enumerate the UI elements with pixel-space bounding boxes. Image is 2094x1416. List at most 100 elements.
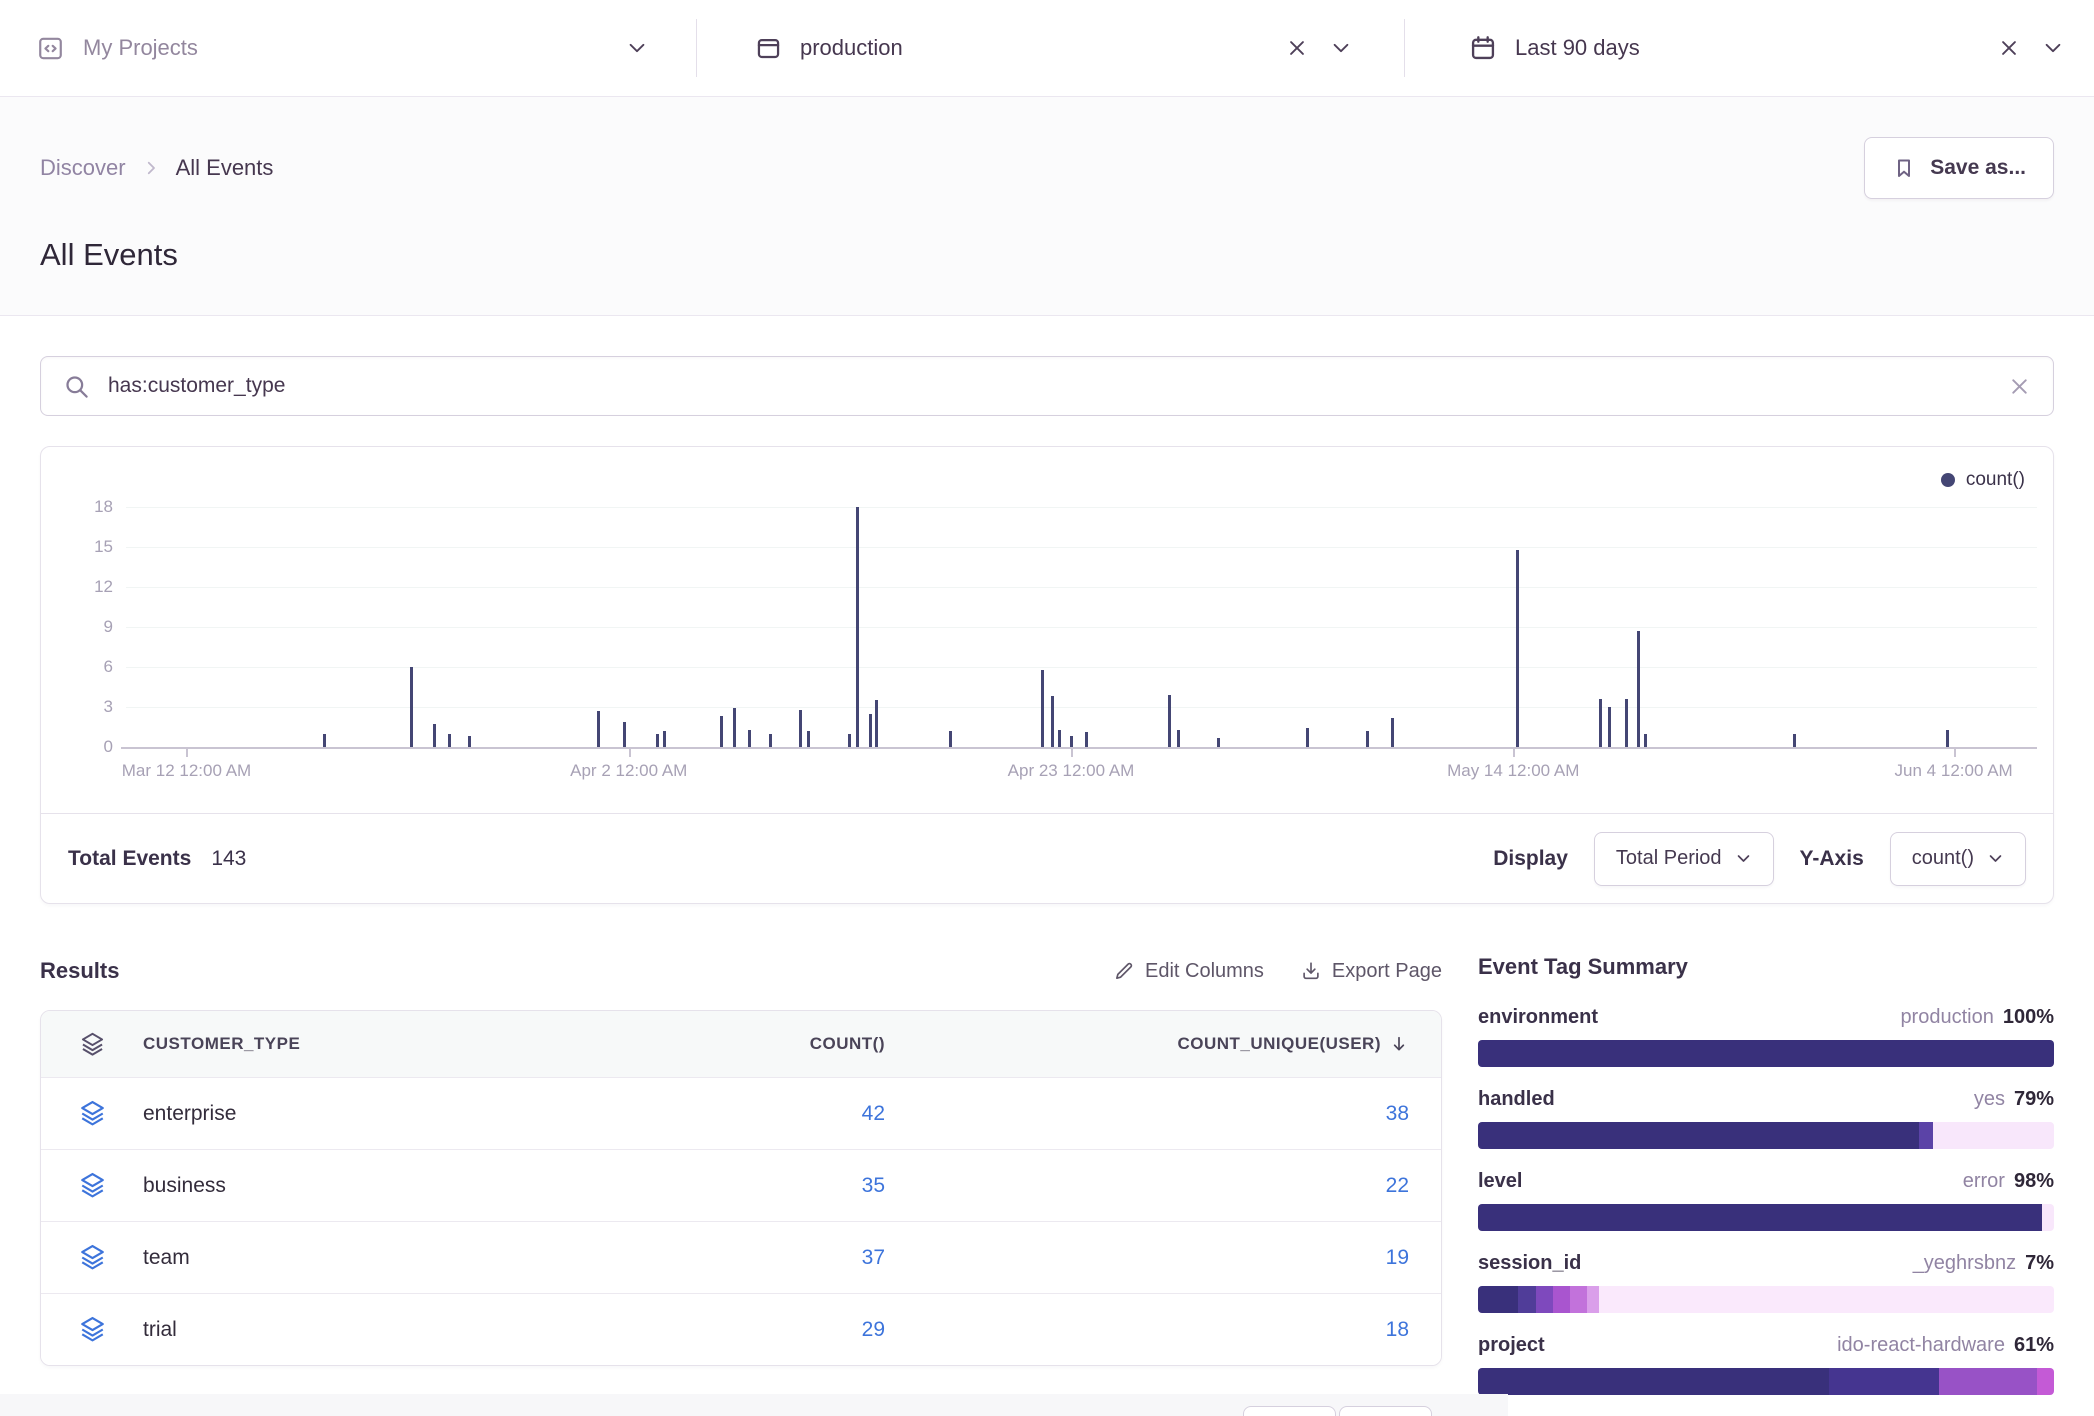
- tag-distribution-bar[interactable]: [1478, 1040, 2054, 1067]
- x-axis-tick: [1954, 749, 1956, 757]
- y-axis-tick-label: 12: [41, 577, 113, 597]
- chart-panel: count() 0369121518Mar 12 12:00 AMApr 2 1…: [40, 446, 2054, 904]
- tag-bar-segment: [1478, 1286, 1518, 1313]
- display-dropdown[interactable]: Total Period: [1594, 832, 1774, 886]
- y-axis-dropdown[interactable]: count(): [1890, 832, 2026, 886]
- chevron-down-icon[interactable]: [2042, 37, 2064, 59]
- edit-columns-button[interactable]: Edit Columns: [1113, 960, 1264, 983]
- tag-summary-item: levelerror98%: [1478, 1170, 2054, 1231]
- event-count-bar: [799, 710, 802, 747]
- event-count-bar: [875, 700, 878, 747]
- tag-distribution-bar[interactable]: [1478, 1204, 2054, 1231]
- row-customer-type: enterprise: [143, 1102, 683, 1126]
- save-as-button[interactable]: Save as...: [1864, 137, 2054, 199]
- tag-bar-segment: [1478, 1122, 1919, 1149]
- chevron-down-icon[interactable]: [626, 37, 648, 59]
- project-selector[interactable]: My Projects: [0, 0, 696, 96]
- date-range-filter[interactable]: Last 90 days: [1405, 0, 2094, 96]
- x-axis-tick-label: May 14 12:00 AM: [1447, 761, 1579, 781]
- environment-filter[interactable]: production: [697, 0, 1404, 96]
- tag-bar-segment: [1587, 1286, 1599, 1313]
- tag-top-value: yes79%: [1974, 1088, 2054, 1111]
- tag-distribution-bar[interactable]: [1478, 1286, 2054, 1313]
- chevron-down-icon: [1987, 850, 2004, 867]
- column-header-customer-type[interactable]: CUSTOMER_TYPE: [143, 1034, 683, 1054]
- event-count-bar: [869, 714, 872, 747]
- chevron-down-icon[interactable]: [1330, 37, 1352, 59]
- tag-bar-segment: [1553, 1286, 1570, 1313]
- previous-page-button[interactable]: [1243, 1406, 1336, 1416]
- tag-percent: 61%: [2014, 1334, 2054, 1357]
- tag-bar-segment: [1939, 1368, 2037, 1395]
- tag-value: ido-react-hardware: [1837, 1334, 2005, 1357]
- results-section: Results Edit Columns Export Page: [40, 954, 1442, 1416]
- event-count-bar: [656, 734, 659, 747]
- event-count-bar: [748, 730, 751, 747]
- event-count-bar: [1366, 731, 1369, 747]
- environment-filter-label: production: [800, 35, 903, 61]
- projects-icon: [36, 34, 65, 63]
- row-count-unique-value[interactable]: 18: [885, 1318, 1441, 1342]
- table-row[interactable]: enterprise4238: [41, 1077, 1441, 1149]
- event-count-bar: [448, 734, 451, 747]
- tag-percent: 98%: [2014, 1170, 2054, 1193]
- tag-distribution-bar[interactable]: [1478, 1122, 2054, 1149]
- event-count-bar: [949, 731, 952, 747]
- row-count-value[interactable]: 37: [683, 1246, 885, 1270]
- tag-top-value: ido-react-hardware 61%: [1837, 1334, 2054, 1357]
- row-count-unique-value[interactable]: 22: [885, 1174, 1441, 1198]
- tag-percent: 7%: [2025, 1252, 2054, 1275]
- event-count-bar: [468, 736, 471, 747]
- export-page-button[interactable]: Export Page: [1300, 960, 1442, 983]
- tag-header: levelerror98%: [1478, 1170, 2054, 1193]
- chart-gridline: [126, 587, 2037, 588]
- event-count-bar: [720, 716, 723, 747]
- y-axis-tick-label: 15: [41, 537, 113, 557]
- tag-bar-segment: [1919, 1122, 1933, 1149]
- row-customer-type: team: [143, 1246, 683, 1270]
- chart-footer: Total Events 143 Display Total Period Y-…: [41, 813, 2053, 903]
- legend-label: count(): [1966, 469, 2025, 491]
- row-count-unique-value[interactable]: 38: [885, 1102, 1441, 1126]
- tag-header: session_id_yeghrsbnz7%: [1478, 1252, 2054, 1275]
- column-header-count-unique[interactable]: COUNT_UNIQUE(USER): [885, 1034, 1441, 1054]
- row-count-value[interactable]: 42: [683, 1102, 885, 1126]
- y-axis-tick-label: 6: [41, 657, 113, 677]
- chart-legend[interactable]: count(): [1941, 469, 2025, 491]
- layers-icon: [41, 1031, 143, 1058]
- clear-environment-icon[interactable]: [1286, 37, 1308, 59]
- tag-bar-segment: [1478, 1204, 2042, 1231]
- clear-search-icon[interactable]: [2008, 375, 2031, 398]
- table-row[interactable]: trial2918: [41, 1293, 1441, 1365]
- event-count-bar: [848, 734, 851, 747]
- event-count-bar: [410, 667, 413, 747]
- event-count-bar: [623, 722, 626, 747]
- layers-icon: [41, 1315, 143, 1344]
- chart-gridline: [126, 547, 2037, 548]
- search-input[interactable]: [108, 374, 1990, 398]
- clear-date-range-icon[interactable]: [1998, 37, 2020, 59]
- save-as-label: Save as...: [1930, 156, 2026, 180]
- column-header-count[interactable]: COUNT(): [683, 1034, 885, 1054]
- event-count-bar: [733, 708, 736, 747]
- row-customer-type: trial: [143, 1318, 683, 1342]
- row-count-value[interactable]: 29: [683, 1318, 885, 1342]
- row-count-value[interactable]: 35: [683, 1174, 885, 1198]
- legend-dot-icon: [1941, 473, 1955, 487]
- event-count-bar: [1599, 699, 1602, 747]
- tag-top-value: _yeghrsbnz7%: [1913, 1252, 2054, 1275]
- tag-summary-title: Event Tag Summary: [1478, 954, 2054, 980]
- event-count-bar: [1608, 707, 1611, 747]
- page-header: Discover All Events Save as... All Event…: [0, 97, 2094, 316]
- table-row[interactable]: team3719: [41, 1221, 1441, 1293]
- row-count-unique-value[interactable]: 19: [885, 1246, 1441, 1270]
- breadcrumb-discover[interactable]: Discover: [40, 155, 126, 181]
- pencil-icon: [1113, 960, 1135, 982]
- pagination: [1243, 1406, 1432, 1416]
- export-page-label: Export Page: [1332, 960, 1442, 983]
- table-row[interactable]: business3522: [41, 1149, 1441, 1221]
- tag-distribution-bar[interactable]: [1478, 1368, 2054, 1395]
- tag-top-value: error98%: [1963, 1170, 2054, 1193]
- next-page-button[interactable]: [1339, 1406, 1432, 1416]
- event-count-bar: [1168, 695, 1171, 747]
